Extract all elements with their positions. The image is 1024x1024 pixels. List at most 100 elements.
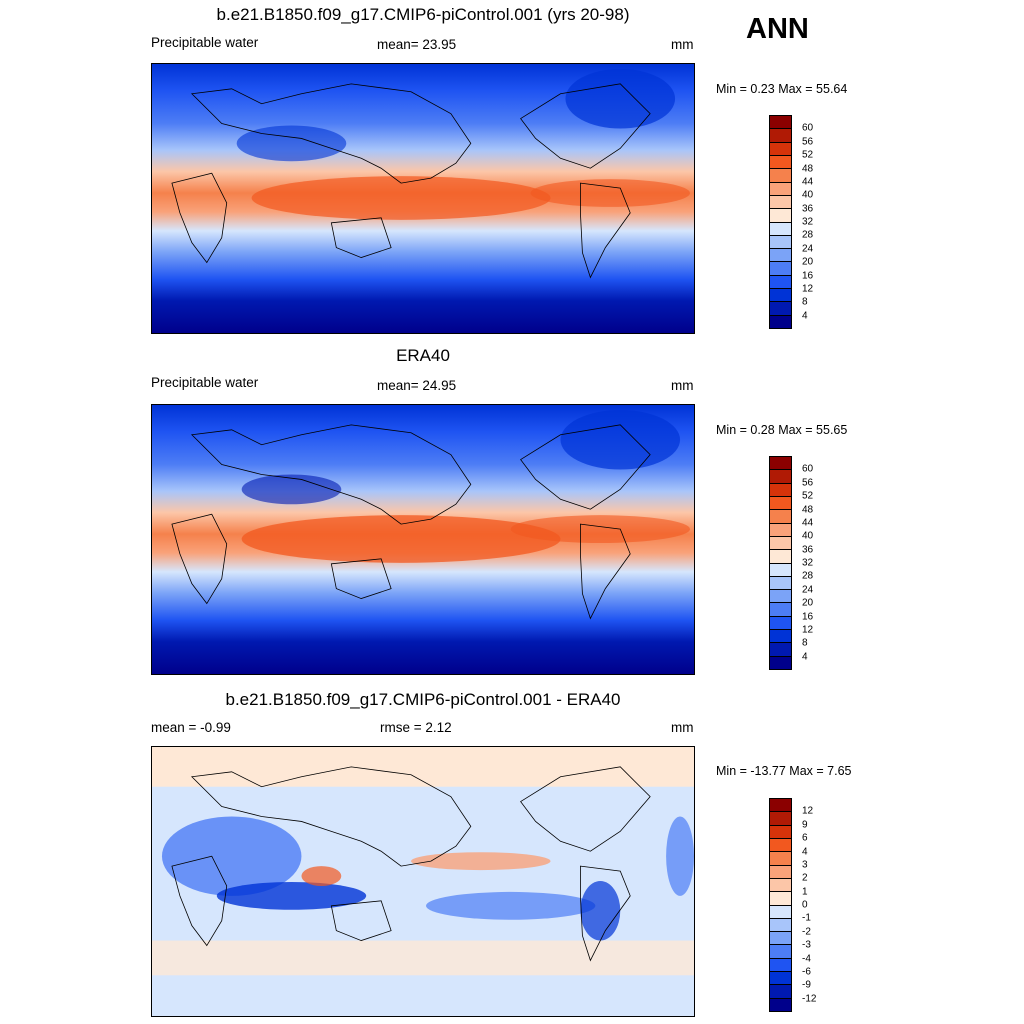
colorbar-swatch — [770, 141, 791, 155]
panel-2-variable-label: Precipitable water — [151, 375, 259, 390]
colorbar-swatch — [770, 575, 791, 590]
panel-2-units: mm — [671, 378, 694, 393]
colorbar-swatch — [770, 194, 791, 209]
colorbar-swatch — [770, 274, 791, 289]
colorbar-swatch — [770, 116, 791, 129]
colorbar-swatch — [770, 824, 791, 838]
colorbar-tick-label: 40 — [802, 530, 814, 542]
panel-2-minmax: Min = 0.28 Max = 55.65 — [716, 423, 848, 437]
colorbar-tick-label: 36 — [802, 203, 814, 215]
colorbar-tick-label: 28 — [802, 229, 814, 241]
colorbar-tick-label: 6 — [802, 832, 808, 844]
colorbar-swatch — [770, 602, 791, 616]
colorbar-swatch — [770, 168, 791, 182]
colorbar-tick-label: 48 — [802, 163, 814, 174]
colorbar-tick-label: 9 — [802, 819, 808, 831]
colorbar-swatch — [770, 655, 791, 669]
colorbar-swatch — [770, 615, 791, 630]
colorbar-swatch — [770, 221, 791, 235]
colorbar-tick-label: 48 — [802, 504, 814, 515]
colorbar-tick-label: 32 — [802, 216, 814, 228]
colorbar-tick-label: 28 — [802, 570, 814, 582]
colorbar-swatch — [770, 535, 791, 550]
panel-1-units: mm — [671, 37, 694, 52]
colorbar-swatch — [770, 971, 791, 985]
panel-3-title: b.e21.B1850.f09_g17.CMIP6-piControl.001 … — [225, 690, 621, 709]
colorbar-tick-label: -4 — [802, 953, 811, 964]
colorbar-swatch — [770, 495, 791, 510]
colorbar-tick-label: 60 — [802, 122, 814, 134]
colorbar-swatch — [770, 181, 791, 195]
colorbar-swatch — [770, 984, 791, 998]
colorbar-tick-label: 8 — [802, 296, 808, 308]
colorbar-swatch — [770, 931, 791, 945]
panel-2-mean: mean= 24.95 — [377, 378, 457, 393]
colorbar-tick-label: 40 — [802, 189, 814, 201]
colorbar-swatch — [770, 208, 791, 222]
colorbar-tick-label: 44 — [802, 176, 814, 188]
colorbar-tick-label: 8 — [802, 637, 808, 649]
colorbar-swatch — [770, 562, 791, 576]
colorbar-tick-label: 24 — [802, 243, 814, 255]
panel-3-map — [151, 746, 695, 1017]
colorbar-swatch — [770, 629, 791, 643]
colorbar-swatch — [770, 261, 791, 275]
colorbar-tick-label: 20 — [802, 597, 814, 609]
colorbar-swatch — [770, 234, 791, 249]
panel-1-title: b.e21.B1850.f09_g17.CMIP6-piControl.001 … — [216, 5, 630, 24]
colorbar-swatch — [770, 457, 791, 470]
colorbar-tick-label: 12 — [802, 283, 814, 295]
colorbar-tick-label: 44 — [802, 517, 814, 529]
colorbar-tick-label: -12 — [802, 993, 817, 1005]
colorbar-tick-label: 4 — [802, 651, 808, 663]
colorbar-swatch — [770, 642, 791, 656]
colorbar-swatch — [770, 837, 791, 852]
season-label: ANN — [746, 13, 809, 45]
colorbar-tick-label: -9 — [802, 979, 811, 991]
colorbar-swatch — [770, 799, 791, 812]
colorbar-tick-label: 4 — [802, 846, 808, 857]
colorbar-tick-label: 56 — [802, 136, 814, 148]
colorbar-tick-label: 32 — [802, 557, 814, 569]
panel-2-title: ERA40 — [396, 346, 450, 365]
colorbar-tick-label: -2 — [802, 926, 811, 938]
panel-3-units: mm — [671, 720, 694, 735]
colorbar-swatch — [770, 904, 791, 918]
colorbar-swatch — [770, 891, 791, 905]
colorbar-swatch — [770, 301, 791, 315]
colorbar-tick-label: -1 — [802, 912, 811, 924]
colorbar-swatch — [770, 864, 791, 878]
colorbar-swatch — [770, 509, 791, 523]
colorbar-swatch — [770, 589, 791, 603]
panel-1-colorbar — [769, 115, 792, 329]
colorbar-tick-label: 24 — [802, 584, 814, 596]
panel-3-colorbar — [769, 798, 792, 1012]
colorbar-swatch — [770, 917, 791, 932]
colorbar-tick-label: -6 — [802, 966, 811, 978]
panel-1-variable-label: Precipitable water — [151, 35, 259, 50]
colorbar-swatch — [770, 482, 791, 496]
colorbar-swatch — [770, 314, 791, 328]
colorbar-swatch — [770, 522, 791, 536]
colorbar-tick-label: 3 — [802, 859, 808, 871]
colorbar-tick-label: 2 — [802, 872, 808, 884]
colorbar-tick-label: -3 — [802, 939, 811, 951]
colorbar-swatch — [770, 944, 791, 958]
colorbar-tick-label: 16 — [802, 270, 814, 281]
colorbar-tick-label: 16 — [802, 611, 814, 622]
colorbar-swatch — [770, 549, 791, 563]
colorbar-swatch — [770, 997, 791, 1011]
colorbar-tick-label: 0 — [802, 899, 808, 911]
panel-3-minmax: Min = -13.77 Max = 7.65 — [716, 764, 852, 778]
colorbar-tick-label: 52 — [802, 149, 814, 161]
panel-1-minmax: Min = 0.23 Max = 55.64 — [716, 82, 848, 96]
colorbar-tick-label: 20 — [802, 256, 814, 268]
colorbar-tick-label: 4 — [802, 310, 808, 322]
panel-1-mean: mean= 23.95 — [377, 37, 457, 52]
colorbar-swatch — [770, 877, 791, 892]
colorbar-swatch — [770, 128, 791, 142]
colorbar-tick-label: 52 — [802, 490, 814, 502]
panel-2-colorbar — [769, 456, 792, 670]
colorbar-tick-label: 12 — [802, 624, 814, 636]
panel-1-map — [151, 63, 695, 334]
